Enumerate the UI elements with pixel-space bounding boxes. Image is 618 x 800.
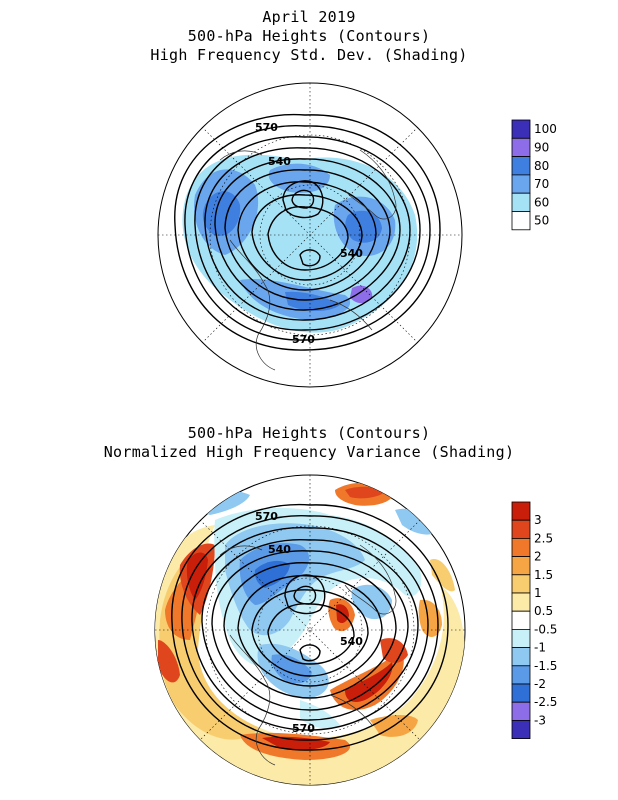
top-title-line: April 2019 bbox=[262, 8, 356, 26]
top-contours bbox=[174, 113, 441, 351]
bottom-colorbar-label: -3 bbox=[534, 713, 546, 727]
bottom-colorbar-label: 1 bbox=[534, 586, 542, 600]
bottom-colorbar-label: 3 bbox=[534, 513, 542, 527]
top-title-line: High Frequency Std. Dev. (Shading) bbox=[150, 46, 468, 64]
bottom-map-title: 500-hPa Heights (Contours) Normalized Hi… bbox=[0, 424, 618, 462]
top-contour-label: 570 bbox=[292, 333, 315, 346]
top-colorbar-swatch bbox=[511, 174, 531, 194]
top-colorbar-swatch bbox=[511, 119, 531, 139]
top-colorbar: 100 90 80 70 60 50 bbox=[511, 119, 557, 231]
bottom-colorbar-label: -1.5 bbox=[534, 659, 557, 673]
bottom-colorbar-label: 2 bbox=[534, 550, 542, 564]
top-colorbar-swatch bbox=[511, 192, 531, 212]
top-colorbar-swatch bbox=[511, 137, 531, 158]
bottom-colorbar-label: -1 bbox=[534, 641, 546, 655]
top-colorbar-label: 50 bbox=[534, 214, 549, 228]
bottom-contour-label: 570 bbox=[292, 722, 315, 735]
bottom-colorbar-swatch bbox=[511, 683, 531, 703]
bottom-contour-label: 570 bbox=[255, 510, 278, 523]
bottom-colorbar: 3 2.5 2 1.5 1 0.5 -0.5 -1 -1.5 -2 -2.5 -3 bbox=[511, 501, 557, 740]
bottom-colorbar-swatch bbox=[511, 592, 531, 612]
top-contour-label: 540 bbox=[340, 247, 363, 260]
top-polar-map: 570 540 540 570 bbox=[157, 82, 463, 388]
bottom-colorbar-swatch bbox=[511, 610, 531, 630]
bottom-graticule bbox=[155, 475, 465, 785]
bottom-colorbar-swatch bbox=[511, 574, 531, 594]
bottom-title-line: 500-hPa Heights (Contours) bbox=[187, 424, 431, 442]
bottom-colorbar-swatch bbox=[511, 629, 531, 649]
top-map-title: April 2019 500-hPa Heights (Contours) Hi… bbox=[0, 8, 618, 65]
bottom-contour-label: 540 bbox=[268, 543, 291, 556]
bottom-polar-map: 570 540 540 570 bbox=[154, 474, 466, 786]
bottom-colorbar-swatch bbox=[511, 720, 531, 740]
bottom-colorbar-label: 0.5 bbox=[534, 604, 553, 618]
bottom-shading bbox=[155, 482, 465, 785]
bottom-colorbar-swatch bbox=[511, 556, 531, 576]
top-colorbar-label: 60 bbox=[534, 195, 549, 209]
top-colorbar-label: 90 bbox=[534, 140, 549, 154]
bottom-colorbar-label: -2.5 bbox=[534, 695, 557, 709]
bottom-colorbar-swatch bbox=[511, 519, 531, 539]
bottom-colorbar-label: 2.5 bbox=[534, 531, 553, 545]
bottom-coastlines bbox=[219, 544, 397, 766]
bottom-colorbar-label: -0.5 bbox=[534, 622, 557, 636]
bottom-colorbar-swatch bbox=[511, 501, 531, 521]
bottom-colorbar-label: 1.5 bbox=[534, 568, 553, 582]
top-colorbar-swatch bbox=[511, 156, 531, 176]
bottom-colorbar-swatch bbox=[511, 701, 531, 721]
top-title-line: 500-hPa Heights (Contours) bbox=[187, 27, 431, 45]
bottom-title-line: Normalized High Frequency Variance (Shad… bbox=[103, 443, 515, 461]
top-contour-label: 540 bbox=[268, 155, 291, 168]
top-colorbar-label: 70 bbox=[534, 177, 549, 191]
bottom-contour-label: 540 bbox=[340, 635, 363, 648]
top-colorbar-swatch bbox=[511, 211, 531, 231]
bottom-colorbar-swatch bbox=[511, 647, 531, 667]
bottom-contours bbox=[171, 503, 449, 751]
bottom-colorbar-label: -2 bbox=[534, 677, 546, 691]
top-colorbar-label: 80 bbox=[534, 159, 549, 173]
bottom-colorbar-swatch bbox=[511, 665, 531, 685]
top-contour-label: 570 bbox=[255, 121, 278, 134]
top-colorbar-label: 100 bbox=[534, 122, 557, 136]
top-graticule bbox=[158, 83, 462, 387]
top-coastlines bbox=[219, 149, 397, 371]
bottom-colorbar-swatch bbox=[511, 538, 531, 558]
